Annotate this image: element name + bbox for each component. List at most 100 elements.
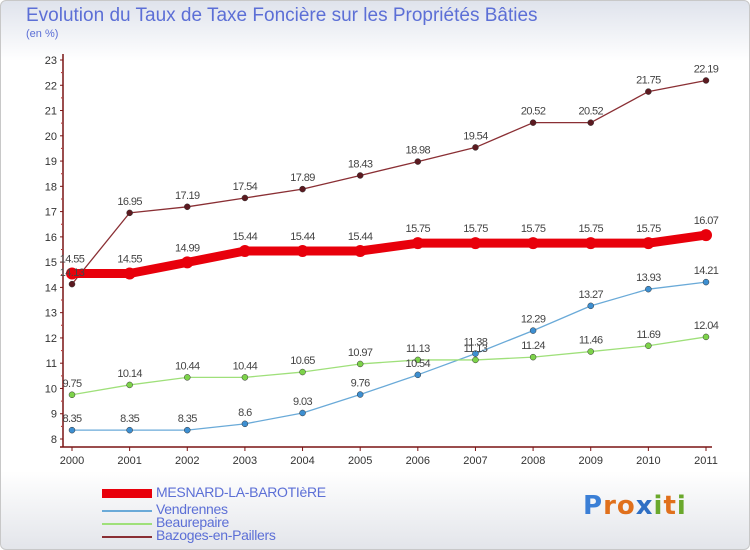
x-tick-label: 2008 xyxy=(521,455,545,467)
data-label: 11.24 xyxy=(521,340,545,352)
x-tick-label: 2000 xyxy=(60,455,84,467)
data-label: 8.6 xyxy=(238,407,252,419)
y-tick-label: 11 xyxy=(46,358,57,370)
data-point xyxy=(527,237,540,250)
data-point xyxy=(472,144,479,151)
data-point xyxy=(184,374,191,381)
x-tick-label: 2007 xyxy=(463,455,487,467)
y-tick-label: 9 xyxy=(51,409,57,421)
data-label: 13.93 xyxy=(636,272,661,284)
data-point xyxy=(702,333,710,341)
data-label: 15.75 xyxy=(578,223,603,235)
data-label: 9.76 xyxy=(351,378,370,390)
data-point xyxy=(645,342,652,350)
data-label: 14.99 xyxy=(175,242,200,254)
y-tick-label: 16 xyxy=(45,232,57,244)
data-point xyxy=(299,409,306,417)
data-point xyxy=(299,368,306,376)
logo-letter: r xyxy=(603,491,617,521)
data-label: 8.35 xyxy=(178,413,197,425)
data-label: 15.75 xyxy=(636,223,661,235)
legend-swatch xyxy=(102,489,152,498)
data-label: 15.44 xyxy=(290,231,315,243)
data-point xyxy=(472,350,479,357)
data-point xyxy=(700,229,712,242)
x-tick-label: 2001 xyxy=(117,455,141,467)
data-label: 20.52 xyxy=(578,106,603,118)
legend-label: Bazoges-en-Paillers xyxy=(156,527,276,543)
y-tick-label: 22 xyxy=(45,80,57,92)
y-tick-label: 17 xyxy=(45,207,57,219)
x-tick-label: 2004 xyxy=(290,455,314,467)
data-label: 9.03 xyxy=(293,396,312,408)
data-point xyxy=(469,237,482,250)
x-tick-label: 2002 xyxy=(175,455,199,467)
data-label: 14.13 xyxy=(60,267,85,279)
y-tick-label: 21 xyxy=(45,106,57,118)
data-point xyxy=(642,237,655,250)
x-tick-label: 2011 xyxy=(694,455,718,467)
y-tick-label: 13 xyxy=(45,308,57,320)
series-line-2 xyxy=(71,336,707,396)
chart-title: Evolution du Taux de Taxe Foncière sur l… xyxy=(26,5,538,26)
data-label: 11.13 xyxy=(406,343,430,355)
data-label: 15.44 xyxy=(348,231,373,243)
data-label: 22.19 xyxy=(694,63,719,75)
logo-letter: P xyxy=(583,491,604,521)
data-point xyxy=(472,356,479,364)
x-tick-label: 2009 xyxy=(578,455,602,467)
y-tick-label: 23 xyxy=(45,55,57,67)
series-line-1 xyxy=(71,281,707,431)
data-point xyxy=(414,158,422,165)
data-label: 14.55 xyxy=(60,254,85,266)
data-point xyxy=(68,426,76,434)
data-label: 11.46 xyxy=(579,335,603,347)
data-point xyxy=(241,374,249,381)
data-point xyxy=(184,203,191,211)
data-point xyxy=(184,426,191,434)
x-tick-label: 2005 xyxy=(348,455,372,467)
y-axis-unit: (en %) xyxy=(26,28,59,40)
x-tick-label: 2003 xyxy=(233,455,257,467)
logo-letter: t xyxy=(663,491,677,521)
y-tick-label: 15 xyxy=(45,257,57,269)
data-point xyxy=(241,194,249,202)
x-tick-label: 2006 xyxy=(406,455,430,467)
data-point xyxy=(68,391,76,399)
data-label: 16.95 xyxy=(117,196,142,208)
data-label: 18.43 xyxy=(348,158,373,170)
data-label: 15.75 xyxy=(521,223,546,235)
data-point xyxy=(356,360,364,368)
y-tick-label: 20 xyxy=(45,131,57,143)
y-tick-label: 19 xyxy=(45,156,57,168)
data-point xyxy=(299,185,306,193)
data-point xyxy=(414,371,422,379)
data-label: 9.75 xyxy=(62,378,81,390)
data-label: 15.75 xyxy=(406,223,431,235)
data-point xyxy=(702,278,710,286)
data-label: 10.54 xyxy=(406,358,431,370)
data-label: 15.44 xyxy=(233,231,258,243)
data-point xyxy=(529,353,537,361)
y-tick-label: 14 xyxy=(45,282,57,294)
data-label: 12.04 xyxy=(694,320,719,332)
data-label: 11.69 xyxy=(637,329,661,341)
data-point xyxy=(238,245,251,258)
data-point xyxy=(181,256,194,269)
data-label: 8.35 xyxy=(120,413,139,425)
data-label: 19.54 xyxy=(463,130,488,142)
legend-label: Vendrennes xyxy=(156,501,228,517)
data-label: 10.97 xyxy=(348,347,373,359)
data-point xyxy=(529,119,537,126)
data-point xyxy=(354,245,367,258)
legend-swatch xyxy=(102,523,152,525)
y-tick-label: 8 xyxy=(51,434,57,446)
series-line-0 xyxy=(67,230,711,279)
data-point xyxy=(587,119,594,126)
data-point xyxy=(296,245,309,258)
y-tick-label: 10 xyxy=(45,383,57,395)
data-point xyxy=(66,267,78,280)
logo-letter: x xyxy=(635,491,654,521)
data-label: 16.07 xyxy=(694,215,719,227)
